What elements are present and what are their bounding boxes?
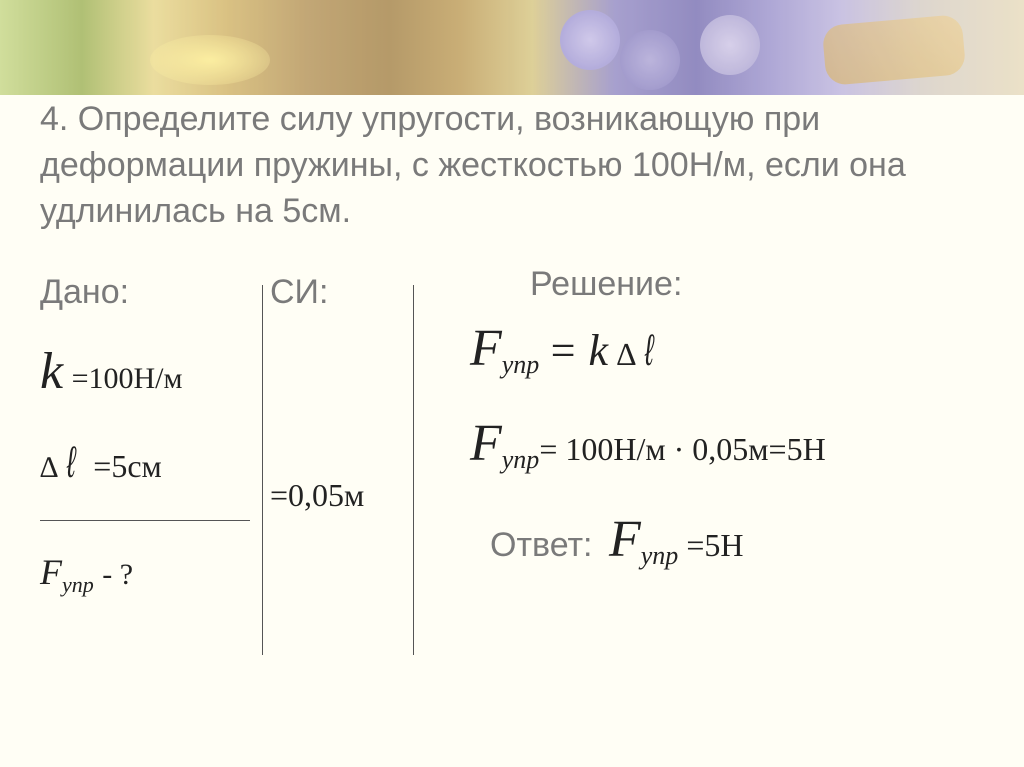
divider-line (262, 285, 263, 655)
si-delta-l: =0,05м (270, 477, 420, 514)
F-symbol: F (470, 415, 502, 472)
decorative-banner (0, 0, 1024, 95)
F-subscript: упр (502, 445, 540, 474)
given-column: Дано: k =100Н/м ∆ℓ =5см Fупр - ? (40, 273, 260, 598)
si-column: СИ: =0,05м (270, 273, 420, 514)
answer-value: =5Н (678, 527, 743, 563)
delta-l-value: =5см (93, 448, 162, 484)
solution-area: Дано: k =100Н/м ∆ℓ =5см Fупр - ? СИ: =0,… (40, 265, 984, 705)
given-k: k =100Н/м (40, 342, 260, 401)
k-value: =100Н/м (72, 362, 183, 395)
flower-decoration (700, 15, 760, 75)
k-symbol: k (40, 343, 63, 400)
l-symbol: ℓ (641, 329, 657, 379)
si-label: СИ: (270, 273, 420, 312)
answer-label: Ответ: (490, 526, 593, 564)
given-label: Дано: (40, 273, 260, 312)
l-symbol: ℓ (64, 441, 80, 491)
slide-content: 4. Определите силу упругости, возникающу… (0, 95, 1024, 767)
problem-statement: 4. Определите силу упругости, возникающу… (40, 97, 984, 235)
question-mark: - ? (102, 558, 133, 591)
formula-line: Fупр = k ∆ℓ (470, 319, 1000, 380)
answer-line: Ответ: Fупр =5Н (490, 510, 1000, 571)
delta-symbol: ∆ (40, 451, 58, 484)
calculation-line: Fупр= 100Н/м · 0,05м=5Н (470, 414, 1000, 475)
delta-symbol: ∆ (617, 336, 637, 372)
F-subscript: упр (641, 541, 679, 570)
F-subscript: упр (502, 349, 540, 378)
calculation-rhs: = 100Н/м · 0,05м=5Н (539, 431, 825, 467)
F-symbol: F (40, 552, 62, 592)
flower-decoration (620, 30, 680, 90)
find-F: Fупр - ? (40, 551, 260, 598)
flower-decoration (560, 10, 620, 70)
F-symbol: F (609, 511, 641, 568)
solution-column: Решение: Fупр = k ∆ℓ Fупр= 100Н/м · 0,05… (440, 265, 1000, 571)
solution-label: Решение: (530, 265, 1000, 304)
formula-rhs: = k (548, 326, 608, 375)
F-symbol: F (470, 320, 502, 377)
F-subscript: упр (62, 571, 94, 596)
given-delta-l: ∆ℓ =5см (40, 441, 260, 491)
